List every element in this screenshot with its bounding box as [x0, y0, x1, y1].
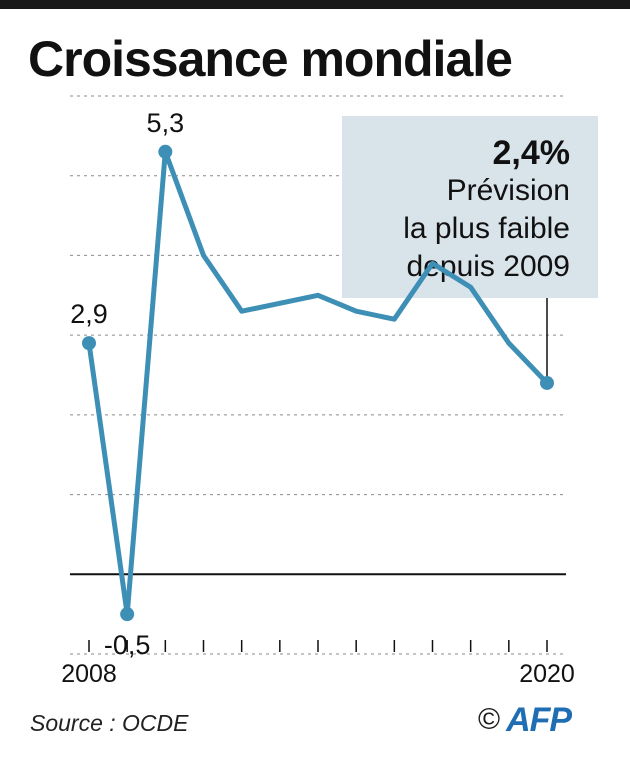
- source-note: Source : OCDE: [30, 710, 189, 736]
- data-point: [120, 607, 135, 622]
- data-point: [158, 144, 173, 159]
- annotation-line: Prévision: [447, 174, 570, 207]
- data-points: [82, 144, 554, 622]
- annotation-line: la plus faible: [403, 212, 570, 245]
- data-label: -0,5: [104, 630, 151, 660]
- annotation-value: 2,4%: [493, 134, 571, 172]
- x-tick-label: 2020: [519, 660, 575, 688]
- data-labels: 2,9 -0,5 5,3: [70, 108, 184, 660]
- copyright-symbol: ©: [478, 703, 501, 736]
- data-label: 5,3: [147, 108, 185, 138]
- data-point: [540, 375, 554, 390]
- x-tick-labels: 2008 2020: [61, 660, 575, 688]
- afp-logo: © AFP: [478, 700, 572, 740]
- data-point: [82, 336, 96, 351]
- x-ticks: [88, 640, 548, 652]
- top-bar: [0, 0, 630, 9]
- data-label: 2,9: [70, 299, 108, 329]
- x-tick-label: 2008: [61, 660, 117, 688]
- afp-logo-text: AFP: [506, 700, 572, 739]
- chart-title: Croissance mondiale: [28, 31, 513, 87]
- annotation-box: [342, 116, 598, 298]
